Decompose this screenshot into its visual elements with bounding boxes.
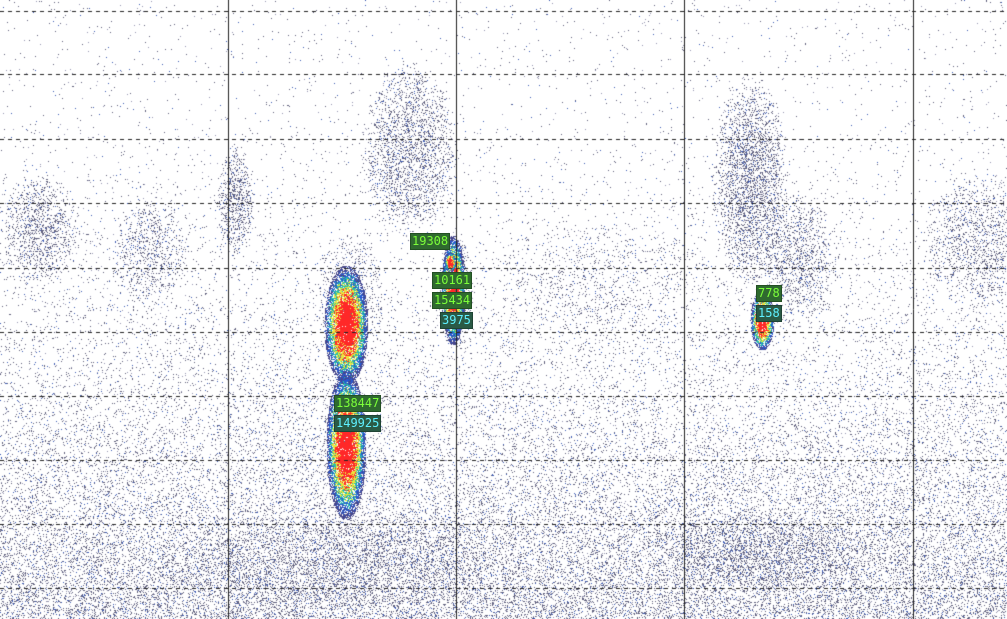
echo-label-8[interactable]: 158 (756, 305, 782, 322)
echo-label-4[interactable]: 3975 (440, 312, 473, 329)
echo-label-1[interactable]: 19308 (410, 233, 451, 250)
echo-label-7[interactable]: 778 (756, 285, 782, 302)
echo-label-6[interactable]: 149925 (334, 415, 382, 432)
echo-label-3[interactable]: 15434 (432, 292, 473, 309)
echo-label-5[interactable]: 138447 (334, 395, 382, 412)
echo-label-2[interactable]: 10161 (432, 272, 473, 289)
